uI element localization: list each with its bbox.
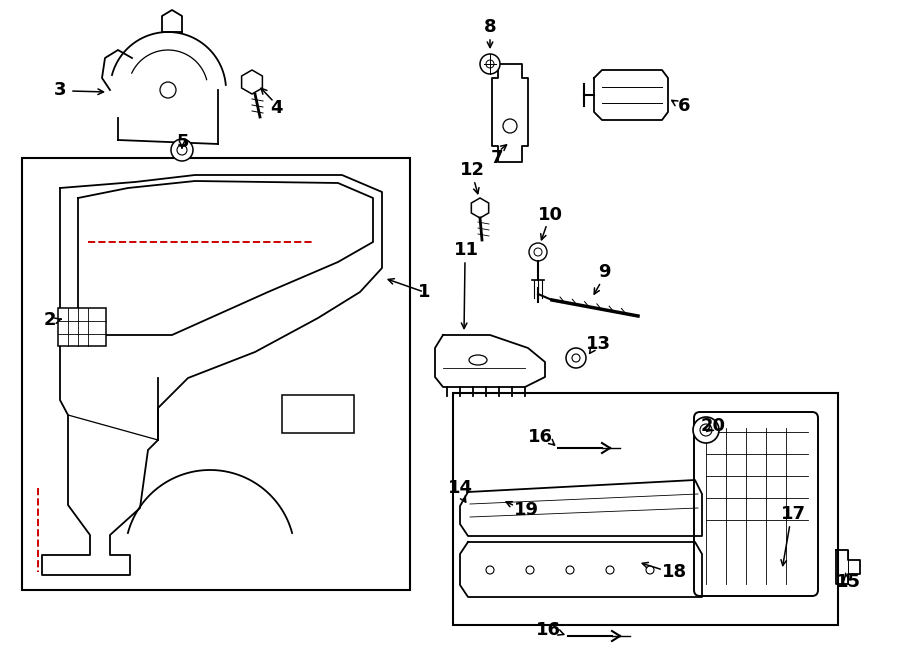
Bar	[453, 393, 838, 625]
Text: 19: 19	[514, 501, 538, 519]
Text: 12: 12	[460, 161, 484, 179]
Circle shape	[503, 119, 517, 133]
Circle shape	[572, 354, 580, 362]
Text: 6: 6	[678, 97, 690, 115]
Text: 15: 15	[835, 573, 860, 591]
Circle shape	[646, 566, 654, 574]
Circle shape	[606, 566, 614, 574]
Ellipse shape	[469, 355, 487, 365]
FancyBboxPatch shape	[694, 412, 818, 596]
Text: 17: 17	[780, 505, 806, 523]
Text: 2: 2	[44, 311, 56, 329]
Text: 20: 20	[700, 417, 725, 435]
Bar	[282, 395, 354, 433]
Circle shape	[693, 417, 719, 443]
Bar	[58, 308, 106, 346]
Circle shape	[171, 139, 193, 161]
Circle shape	[486, 566, 494, 574]
Text: 10: 10	[537, 206, 562, 224]
Circle shape	[486, 60, 494, 68]
Text: 1: 1	[418, 283, 430, 301]
Text: 3: 3	[54, 81, 67, 99]
Circle shape	[566, 566, 574, 574]
Text: 7: 7	[491, 149, 503, 167]
Circle shape	[529, 243, 547, 261]
Bar	[22, 158, 410, 590]
Text: 14: 14	[447, 479, 473, 497]
Text: 16: 16	[536, 621, 561, 639]
Circle shape	[700, 424, 712, 436]
Text: 8: 8	[483, 18, 496, 36]
Circle shape	[480, 54, 500, 74]
Text: 18: 18	[662, 563, 687, 581]
Text: 9: 9	[598, 263, 610, 281]
Circle shape	[177, 145, 187, 155]
Circle shape	[160, 82, 176, 98]
Circle shape	[526, 566, 534, 574]
Text: 16: 16	[527, 428, 553, 446]
Circle shape	[566, 348, 586, 368]
Text: 13: 13	[586, 335, 610, 353]
Text: 4: 4	[270, 99, 283, 117]
Circle shape	[534, 248, 542, 256]
Text: 5: 5	[176, 133, 189, 151]
Text: 11: 11	[454, 241, 479, 259]
